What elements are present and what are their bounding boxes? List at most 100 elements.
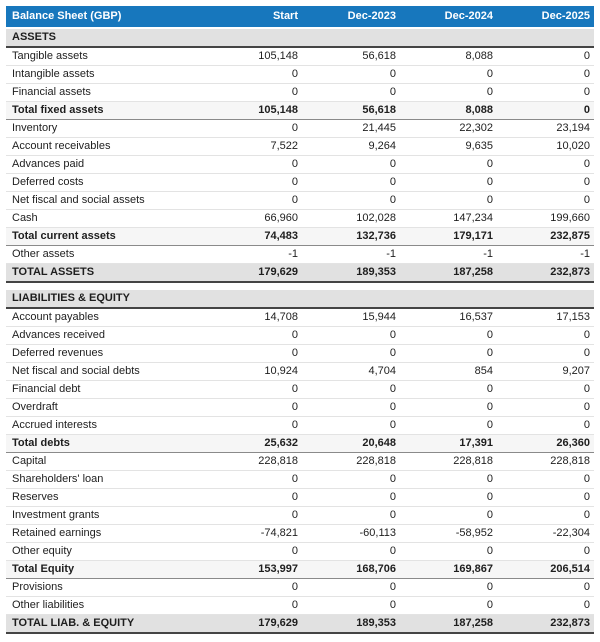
row-label: Retained earnings bbox=[6, 524, 248, 543]
cell-value: 0 bbox=[497, 47, 594, 66]
table-row: Accrued interests 0 0 0 0 bbox=[6, 416, 594, 435]
cell-value: 0 bbox=[400, 488, 497, 507]
spacer-cell bbox=[6, 282, 594, 290]
row-label: Total current assets bbox=[6, 227, 248, 246]
cell-value: 14,708 bbox=[248, 308, 302, 327]
row-label: Net fiscal and social assets bbox=[6, 191, 248, 210]
cell-value: 0 bbox=[248, 398, 302, 417]
cell-value: 0 bbox=[302, 326, 400, 345]
cell-value: 0 bbox=[497, 470, 594, 489]
cell-value: 56,618 bbox=[302, 101, 400, 120]
cell-value: -74,821 bbox=[248, 524, 302, 543]
cell-value: 0 bbox=[497, 398, 594, 417]
row-label: Advances received bbox=[6, 326, 248, 345]
cell-value: 0 bbox=[400, 173, 497, 192]
cell-value: 232,875 bbox=[497, 227, 594, 246]
table-row: Advances paid 0 0 0 0 bbox=[6, 155, 594, 174]
cell-value: 0 bbox=[248, 488, 302, 507]
cell-value: 0 bbox=[248, 542, 302, 561]
cell-value: 105,148 bbox=[248, 101, 302, 120]
cell-value: 0 bbox=[497, 173, 594, 192]
cell-value bbox=[400, 28, 497, 48]
row-label: Other liabilities bbox=[6, 596, 248, 615]
table-header-row: Balance Sheet (GBP) Start Dec-2023 Dec-2… bbox=[6, 6, 594, 29]
table-row: Deferred revenues 0 0 0 0 bbox=[6, 344, 594, 363]
cell-value: 187,258 bbox=[400, 263, 497, 283]
table-row: Total Equity 153,997 168,706 169,867 206,514 bbox=[6, 560, 594, 579]
cell-value: 228,818 bbox=[400, 452, 497, 471]
row-label: LIABILITIES & EQUITY bbox=[6, 290, 248, 309]
cell-value: 0 bbox=[497, 578, 594, 597]
column-header-dec-2025: Dec-2025 bbox=[497, 6, 594, 29]
cell-value: 0 bbox=[497, 344, 594, 363]
row-label: Net fiscal and social debts bbox=[6, 362, 248, 381]
row-label: Shareholders' loan bbox=[6, 470, 248, 489]
cell-value: 0 bbox=[248, 416, 302, 435]
table-row: Other assets -1 -1 -1 -1 bbox=[6, 245, 594, 264]
row-label: Overdraft bbox=[6, 398, 248, 417]
cell-value: 169,867 bbox=[400, 560, 497, 579]
row-label: Intangible assets bbox=[6, 65, 248, 84]
cell-value: 0 bbox=[302, 380, 400, 399]
cell-value: 0 bbox=[497, 380, 594, 399]
cell-value: 0 bbox=[400, 155, 497, 174]
cell-value: 0 bbox=[400, 65, 497, 84]
table-row: Intangible assets 0 0 0 0 bbox=[6, 65, 594, 84]
cell-value: 8,088 bbox=[400, 47, 497, 66]
cell-value: 0 bbox=[400, 83, 497, 102]
cell-value: 0 bbox=[302, 398, 400, 417]
cell-value: 0 bbox=[248, 578, 302, 597]
cell-value: 0 bbox=[497, 191, 594, 210]
row-label: Total Equity bbox=[6, 560, 248, 579]
table-row: Overdraft 0 0 0 0 bbox=[6, 398, 594, 417]
table-row: Reserves 0 0 0 0 bbox=[6, 488, 594, 507]
cell-value: 0 bbox=[400, 416, 497, 435]
table-row: Cash 66,960 102,028 147,234 199,660 bbox=[6, 209, 594, 228]
row-label: Accrued interests bbox=[6, 416, 248, 435]
balance-sheet-table: Balance Sheet (GBP) Start Dec-2023 Dec-2… bbox=[6, 6, 594, 634]
cell-value: -1 bbox=[302, 245, 400, 264]
cell-value: -58,952 bbox=[400, 524, 497, 543]
cell-value: 228,818 bbox=[302, 452, 400, 471]
table-row: Account receivables 7,522 9,264 9,635 10,020 bbox=[6, 137, 594, 156]
cell-value: 0 bbox=[400, 398, 497, 417]
cell-value: 105,148 bbox=[248, 47, 302, 66]
table-row: Total current assets 74,483 132,736 179,171… bbox=[6, 227, 594, 246]
cell-value: -1 bbox=[497, 245, 594, 264]
cell-value: 0 bbox=[248, 191, 302, 210]
table-row: LIABILITIES & EQUITY bbox=[6, 290, 594, 309]
row-label: Deferred costs bbox=[6, 173, 248, 192]
cell-value: 0 bbox=[302, 416, 400, 435]
table-row: Advances received 0 0 0 0 bbox=[6, 326, 594, 345]
cell-value: 0 bbox=[400, 470, 497, 489]
table-row: Financial debt 0 0 0 0 bbox=[6, 380, 594, 399]
cell-value: 0 bbox=[302, 506, 400, 525]
cell-value: 15,944 bbox=[302, 308, 400, 327]
cell-value: 74,483 bbox=[248, 227, 302, 246]
cell-value: 179,629 bbox=[248, 263, 302, 283]
cell-value: 0 bbox=[497, 101, 594, 120]
cell-value: 20,648 bbox=[302, 434, 400, 453]
cell-value: 0 bbox=[400, 542, 497, 561]
cell-value: 0 bbox=[248, 380, 302, 399]
cell-value: 10,924 bbox=[248, 362, 302, 381]
cell-value: 228,818 bbox=[248, 452, 302, 471]
table-title: Balance Sheet (GBP) bbox=[6, 6, 248, 29]
cell-value: 26,360 bbox=[497, 434, 594, 453]
cell-value: 0 bbox=[248, 83, 302, 102]
row-label: Reserves bbox=[6, 488, 248, 507]
cell-value: 102,028 bbox=[302, 209, 400, 228]
cell-value: -1 bbox=[400, 245, 497, 264]
row-label: Financial debt bbox=[6, 380, 248, 399]
cell-value bbox=[497, 28, 594, 48]
table-body: ASSETS Tangible assets 105,148 56,618 8,088 0… bbox=[6, 28, 594, 634]
row-label: Total debts bbox=[6, 434, 248, 453]
row-label: Advances paid bbox=[6, 155, 248, 174]
cell-value bbox=[302, 290, 400, 309]
table-row: Investment grants 0 0 0 0 bbox=[6, 506, 594, 525]
cell-value: 10,020 bbox=[497, 137, 594, 156]
row-label: Tangible assets bbox=[6, 47, 248, 66]
row-label: Deferred revenues bbox=[6, 344, 248, 363]
cell-value: 0 bbox=[400, 596, 497, 615]
table-row: Capital 228,818 228,818 228,818 228,818 bbox=[6, 452, 594, 471]
